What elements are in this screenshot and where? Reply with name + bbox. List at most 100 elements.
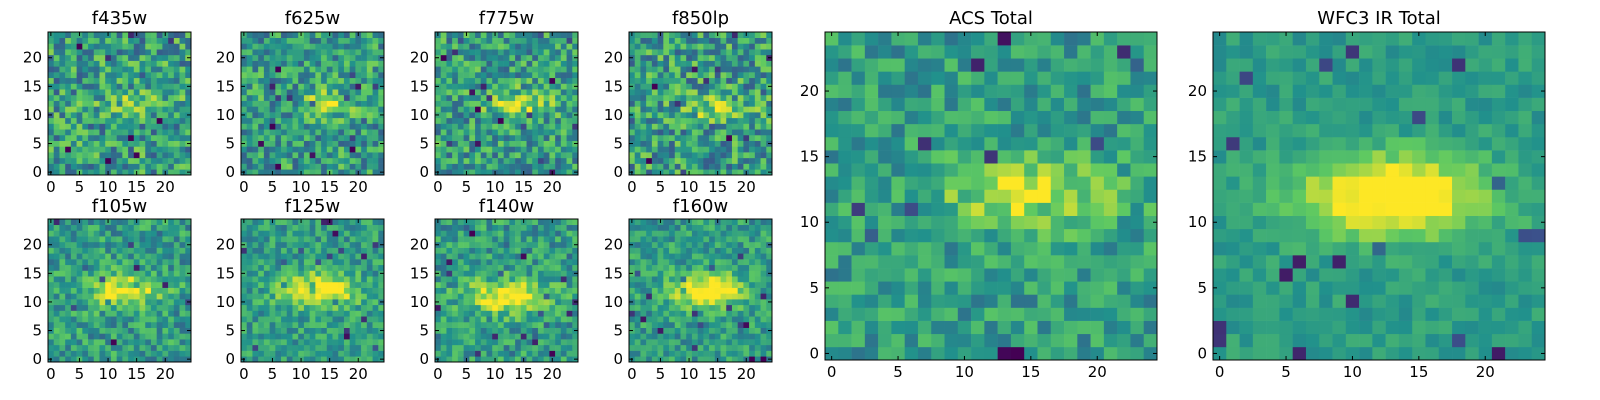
heatmap-cell [731,140,738,147]
heatmap-cell [680,327,687,334]
heatmap-cell [343,94,350,101]
heatmap-cell [292,32,299,39]
heatmap-cell [246,77,253,84]
heatmap-cell [492,106,499,113]
heatmap-cell [65,327,72,334]
heatmap-cell [349,344,356,351]
heatmap-cell [53,316,60,323]
heatmap-cell [332,152,339,159]
heatmap-cell [749,112,756,119]
heatmap-cell [526,253,533,260]
heatmap-cell [275,32,282,39]
heatmap-cell [669,276,676,283]
heatmap-cell [168,83,175,90]
heatmap-cell [281,259,288,266]
heatmap-cell [133,77,140,84]
heatmap-cell [139,94,146,101]
heatmap-cell [145,152,152,159]
heatmap-cell [743,60,750,67]
heatmap-cell [703,106,710,113]
heatmap-cell [520,89,527,96]
heatmap-cell [269,60,276,67]
heatmap-cell [709,49,716,56]
heatmap-cell [480,146,487,153]
heatmap-cell [349,219,356,226]
heatmap-cell [452,106,459,113]
heatmap-cell [252,310,259,317]
heatmap-cell [88,123,95,130]
heatmap-cell [543,333,550,340]
heatmap-cell [53,219,60,226]
heatmap-cell [452,54,459,61]
heatmap-cell [366,146,373,153]
heatmap-cell [252,72,259,79]
heatmap-cell [515,163,522,170]
heatmap-cell [99,66,106,73]
heatmap-cell [162,316,169,323]
heatmap-cell [549,163,556,170]
heatmap-cell [520,157,527,164]
heatmap-cell [326,316,333,323]
heatmap-cell [760,344,767,351]
heatmap-cell [691,32,698,39]
heatmap-cell [355,163,362,170]
heatmap-cell [173,276,180,283]
heatmap-cell [281,123,288,130]
heatmap-cell [332,43,339,50]
heatmap-cell [366,32,373,39]
heatmap-cell [281,37,288,44]
heatmap-cell [509,106,516,113]
heatmap-cell [378,247,385,254]
heatmap-cell [246,54,253,61]
heatmap-cell [446,106,453,113]
heatmap-cell [281,241,288,248]
heatmap-cell [173,169,180,176]
heatmap-cell [82,236,89,243]
heatmap-cell [549,54,556,61]
heatmap-cell [133,241,140,248]
heatmap-cell [128,77,135,84]
heatmap-cell [309,83,316,90]
heatmap-cell [65,163,72,170]
heatmap-cell [298,333,305,340]
heatmap-cell [549,247,556,254]
heatmap-cell [555,106,562,113]
heatmap-cell [246,140,253,147]
heatmap-cell [646,327,653,334]
heatmap-cell [65,49,72,56]
heatmap-cell [731,112,738,119]
heatmap-cell [714,72,721,79]
heatmap-cell [168,310,175,317]
heatmap-cell [93,304,100,311]
heatmap-cell [651,344,658,351]
heatmap-cell [162,321,169,328]
heatmap-cell [714,299,721,306]
heatmap-cell [440,344,447,351]
heatmap-cell [669,321,676,328]
heatmap-cell [720,94,727,101]
heatmap-cell [555,129,562,136]
heatmap-cell [179,129,186,136]
heatmap-cell [82,129,89,136]
heatmap-cell [492,299,499,306]
heatmap-cell [720,54,727,61]
heatmap-cell [480,157,487,164]
heatmap-cell [185,333,192,340]
heatmap-cell [361,49,368,56]
heatmap-cell [737,169,744,176]
heatmap-cell [355,316,362,323]
heatmap-cell [526,129,533,136]
heatmap-cell [99,89,106,96]
heatmap-cell [457,32,464,39]
heatmap-cell [275,146,282,153]
heatmap-cell [275,152,282,159]
heatmap-cell [697,287,704,294]
heatmap-cell [515,94,522,101]
heatmap-cell [475,293,482,300]
heatmap-cell [275,287,282,294]
heatmap-cell [440,281,447,288]
heatmap-cell [674,129,681,136]
heatmap-cell [88,134,95,141]
heatmap-cell [555,83,562,90]
